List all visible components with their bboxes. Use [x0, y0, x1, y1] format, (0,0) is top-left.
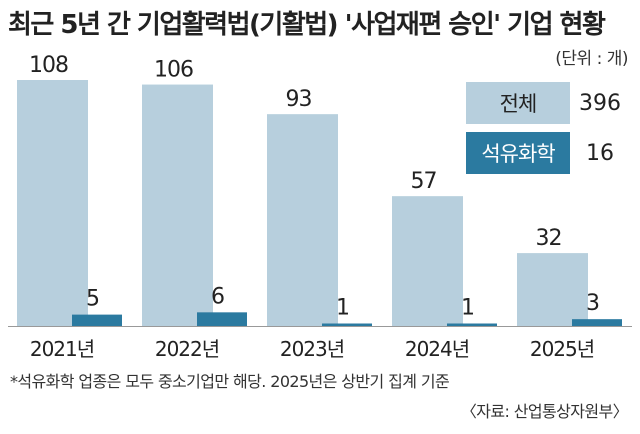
data-label-total-2023년: 93 — [286, 87, 312, 112]
bar-petrochem-2024년 — [447, 323, 497, 326]
summary-label-petrochem: 석유화학 — [466, 132, 570, 174]
bar-total-2022년 — [142, 84, 213, 326]
data-label-total-2024년: 57 — [411, 169, 437, 194]
data-label-petrochem-2022년: 6 — [211, 284, 225, 309]
data-label-total-2022년: 106 — [154, 58, 193, 83]
data-label-total-2025년: 32 — [536, 226, 562, 251]
bar-total-2021년 — [17, 80, 88, 326]
data-label-petrochem-2024년: 1 — [461, 296, 475, 321]
summary-box: 전체 396 석유화학 16 — [466, 82, 630, 182]
bar-petrochem-2021년 — [72, 314, 122, 326]
summary-row-total: 전체 396 — [466, 82, 630, 124]
tick-label-2021년: 2021년 — [30, 337, 94, 361]
data-label-petrochem-2025년: 3 — [586, 291, 600, 316]
data-label-petrochem-2023년: 1 — [336, 296, 350, 321]
summary-value-total: 396 — [570, 82, 630, 124]
bar-petrochem-2025년 — [572, 319, 622, 326]
data-label-total-2021년: 108 — [29, 53, 68, 78]
tick-label-2022년: 2022년 — [155, 337, 219, 361]
bar-total-2025년 — [517, 253, 588, 326]
footnote: *석유화학 업종은 모두 중소기업만 해당. 2025년은 상반기 집계 기준 — [10, 372, 450, 391]
tick-label-2024년: 2024년 — [405, 337, 469, 361]
tick-label-2023년: 2023년 — [280, 337, 344, 361]
tick-label-2025년: 2025년 — [530, 337, 594, 361]
summary-label-total: 전체 — [466, 82, 570, 124]
source-label: 〈자료: 산업통상자원부〉 — [460, 402, 629, 421]
bar-total-2023년 — [267, 114, 338, 327]
data-label-petrochem-2021년: 5 — [86, 287, 100, 312]
unit-label: (단위 : 개) — [555, 49, 628, 69]
bar-chart: 108 5 2021년 106 6 2022년 93 1 2023년 57 1 2024년 32 3 202… — [8, 53, 632, 361]
summary-value-petrochem: 16 — [570, 132, 630, 174]
bar-petrochem-2022년 — [197, 312, 247, 326]
summary-row-petrochem: 석유화학 16 — [466, 132, 630, 174]
chart-title: 최근 5년 간 기업활력법(기활법) '사업재편 승인' 기업 현황 — [8, 10, 606, 40]
bar-petrochem-2023년 — [322, 323, 372, 326]
bar-total-2024년 — [392, 196, 463, 326]
